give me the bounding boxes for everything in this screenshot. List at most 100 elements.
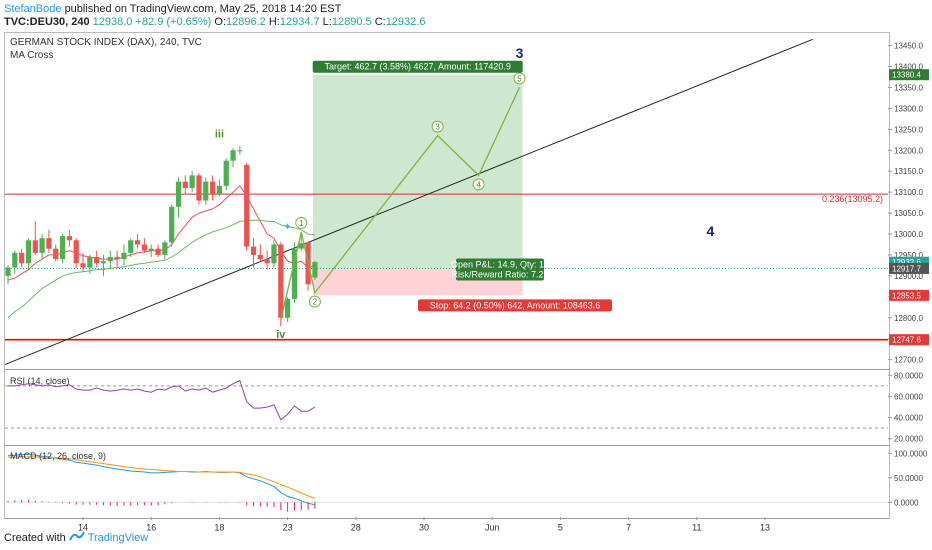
wave-point-marker: [513, 72, 526, 85]
macd-line: [7, 453, 316, 506]
time-axis-label: 30: [419, 522, 429, 532]
candle-body: [237, 150, 243, 152]
candle-body: [230, 150, 236, 161]
price-axis-label: 13450.0: [894, 42, 923, 51]
candle-body: [162, 242, 168, 255]
candle-body: [291, 248, 298, 299]
wave-point-marker: [308, 295, 321, 308]
ohlc-line: TVC:DEU30, 240 12938.0 +82.9 (+0.65%) O:…: [4, 16, 425, 28]
price-tag-label: 12917.7: [892, 264, 921, 273]
price-axis-label: 13000.0: [894, 230, 923, 239]
candle-body: [216, 185, 223, 195]
macd-title: MACD (12, 26, close, 9): [10, 451, 107, 461]
target-label-box: [312, 60, 523, 73]
candle-body: [271, 244, 277, 264]
time-axis-label: Jun: [485, 522, 500, 532]
price-axis-label: 13350.0: [894, 83, 923, 92]
indicator-name: MA Cross: [10, 50, 54, 61]
wave-annotation: 3: [516, 45, 524, 61]
rsi-title: RSI (14, close): [10, 376, 70, 386]
price-axis-label: 13250.0: [894, 125, 923, 134]
candle-body: [169, 206, 175, 243]
candle-body: [39, 238, 45, 253]
author-link[interactable]: StefanBode: [4, 3, 62, 15]
wave-annotation: iii: [215, 129, 224, 141]
candle-body: [257, 254, 263, 260]
time-axis-label: 14: [78, 522, 88, 532]
macd-axis-label: 50.0000: [894, 474, 923, 483]
fib-level-label: 0.236(13095.2): [822, 194, 883, 204]
last-price: 12938.0: [92, 16, 133, 28]
pnl-label-text: Open P&L: 14.9, Qty: 17: [451, 259, 549, 269]
footer-brand[interactable]: TradingView: [87, 532, 149, 544]
wave-point-marker: [472, 178, 485, 191]
target-zone: [312, 74, 523, 269]
wave-annotation: 4: [707, 223, 715, 239]
price-panel[interactable]: [4, 32, 890, 369]
wave-point-label: 2: [313, 298, 318, 307]
time-axis-label: 13: [760, 522, 770, 532]
candle-body: [244, 164, 250, 247]
candle-body: [264, 259, 270, 264]
open-value: 12896.2: [226, 16, 266, 28]
macd-panel[interactable]: [4, 445, 890, 519]
price-axis-label: 13400.0: [894, 63, 923, 72]
candle-body: [121, 252, 127, 260]
candle-body: [12, 252, 18, 268]
candle-body: [114, 257, 120, 260]
close-label: C:: [374, 16, 386, 28]
rsi-axis-label: 80.0000: [894, 371, 923, 380]
price-axis-label: 13050.0: [894, 209, 923, 218]
candle-body: [312, 262, 318, 278]
time-axis-label: 11: [692, 522, 701, 532]
candle-body: [155, 248, 161, 255]
candle-body: [107, 257, 113, 262]
wave-point-marker: [431, 120, 444, 133]
close-value: 12932.6: [385, 16, 426, 28]
published-line: StefanBode published on TradingView.com,…: [4, 3, 341, 15]
price-change: +82.9 (+0.65%): [135, 16, 212, 28]
candle-body: [32, 240, 38, 253]
open-label: O:: [214, 16, 227, 28]
rsi-panel[interactable]: [4, 369, 890, 445]
candle-body: [196, 175, 202, 201]
macd-axis-label: 100.0000: [894, 449, 928, 458]
candle-body: [73, 240, 79, 264]
price-tag-box: [889, 69, 929, 81]
candle-body: [5, 267, 11, 276]
time-axis-label: 18: [214, 522, 224, 532]
price-tag-label: 12747.6: [892, 336, 921, 345]
tradingview-logo-icon: [68, 531, 88, 544]
price-tag-label: 12853.5: [892, 291, 921, 300]
price-tag-box: [889, 334, 929, 346]
price-axis-label: 12800.0: [894, 314, 923, 323]
candle-body: [210, 181, 216, 195]
candle-body: [66, 236, 72, 241]
time-axis-label: 23: [283, 522, 293, 532]
footer: Created with TradingView: [4, 531, 148, 544]
chart-title: GERMAN STOCK INDEX (DAX), 240, TVC: [10, 37, 202, 48]
high-value: 12934.7: [279, 16, 320, 28]
symbol: TVC:DEU30, 240: [4, 16, 90, 28]
time-axis-label: 7: [626, 522, 631, 532]
time-axis-label: 16: [146, 522, 156, 532]
price-tag-box: [889, 289, 929, 301]
rsi-axis-label: 20.0000: [894, 435, 923, 444]
wave-point-label: 4: [476, 180, 481, 189]
candle-body: [148, 248, 154, 251]
stop-label-text: Stop: 64.2 (0.50%) 642, Amount: 108463.6: [430, 300, 601, 310]
footer-prefix: Created with: [4, 532, 66, 544]
price-axis-label: 13300.0: [894, 104, 923, 113]
price-axis-label: 13150.0: [894, 167, 923, 176]
trendline: [5, 38, 813, 366]
candle-body: [298, 243, 304, 249]
candle-body: [19, 252, 25, 264]
candle-body: [53, 248, 59, 260]
candle-body: [100, 261, 107, 264]
ma-fast-line: [7, 185, 316, 281]
pnl-label-box: [456, 258, 544, 281]
star-marker-icon: ✦: [283, 222, 291, 233]
candle-body: [134, 240, 141, 245]
candle-body: [141, 244, 147, 251]
